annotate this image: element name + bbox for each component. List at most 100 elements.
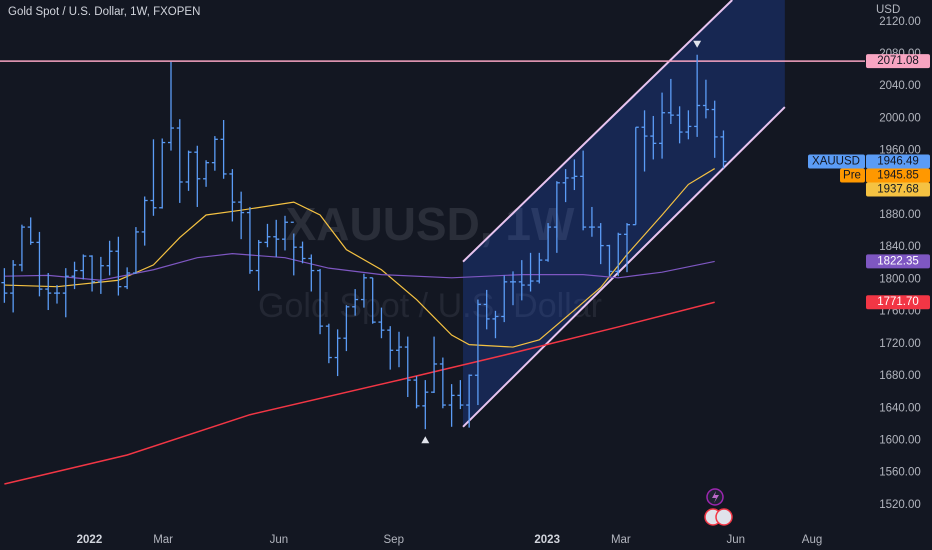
ohlc-bar xyxy=(588,206,595,237)
y-tick-label: 2000.00 xyxy=(879,112,921,124)
high-marker xyxy=(693,40,702,48)
y-tick-label: 1680.00 xyxy=(879,370,921,382)
ohlc-bar xyxy=(290,221,297,276)
ohlc-bar xyxy=(404,336,411,397)
ohlc-bar xyxy=(124,267,131,290)
ohlc-bar xyxy=(597,223,604,265)
ohlc-bar xyxy=(203,160,210,187)
price-label-text: 1771.70 xyxy=(877,296,919,308)
ohlc-bar xyxy=(89,255,96,292)
ohlc-bar xyxy=(536,252,543,284)
price-label-text: 1822.35 xyxy=(877,255,919,267)
ohlc-bar xyxy=(185,150,192,191)
ohlc-bar xyxy=(606,244,613,277)
bottom-icons[interactable] xyxy=(704,488,733,526)
ohlc-bar xyxy=(545,223,552,262)
y-tick-label: 1520.00 xyxy=(879,499,921,511)
ohlc-bar xyxy=(220,119,227,179)
ohlc-bar xyxy=(176,119,183,203)
ohlc-bar xyxy=(518,260,525,301)
ohlc-bar xyxy=(632,126,639,226)
ohlc-bar xyxy=(466,374,473,428)
ohlc-bar xyxy=(369,277,376,324)
price-label-name: Pre xyxy=(843,169,861,181)
x-tick-label: Mar xyxy=(153,534,173,546)
ohlc-bar xyxy=(667,78,674,125)
ohlc-bar xyxy=(325,323,332,364)
price-label-name: XAUUSD xyxy=(812,155,860,167)
ma-line xyxy=(4,301,715,485)
ohlc-bar xyxy=(694,54,701,137)
ohlc-bar xyxy=(396,331,402,368)
ohlc-bar xyxy=(562,169,569,203)
ohlc-bar xyxy=(483,289,490,330)
ohlc-bar xyxy=(553,181,560,253)
ohlc-bar xyxy=(62,268,69,318)
plot-area xyxy=(0,0,865,485)
flag-icon[interactable] xyxy=(715,508,733,526)
watermark-symbol: XAUUSD, 1W xyxy=(286,198,575,250)
ohlc-bar xyxy=(27,217,34,245)
price-label-box xyxy=(866,295,930,310)
ohlc-bar xyxy=(352,289,359,316)
x-tick-label: Sep xyxy=(384,534,404,546)
low-marker xyxy=(421,436,430,444)
price-label: 2071.08 xyxy=(866,54,930,69)
x-tick-label: 2023 xyxy=(534,534,560,546)
ohlc-bar xyxy=(264,223,271,248)
price-label: 1822.35 xyxy=(866,254,930,269)
ohlc-bar xyxy=(36,231,43,297)
ohlc-bar xyxy=(580,150,587,231)
ohlc-bar xyxy=(615,232,622,277)
price-label-name-box xyxy=(808,154,865,169)
ohlc-bar xyxy=(168,62,174,151)
x-tick-label: Jun xyxy=(726,534,745,546)
price-label-text: 1946.49 xyxy=(877,155,919,167)
y-tick-label: 1800.00 xyxy=(879,273,921,285)
y-tick-label: 2120.00 xyxy=(879,16,921,28)
ohlc-bar xyxy=(132,227,139,274)
y-tick-label: 1880.00 xyxy=(879,209,921,221)
ohlc-bar xyxy=(702,79,709,119)
ohlc-bar xyxy=(282,215,288,251)
x-tick-label: Aug xyxy=(802,534,822,546)
ohlc-bar xyxy=(378,307,385,339)
ohlc-bar xyxy=(571,159,578,191)
x-tick-label: 2022 xyxy=(77,534,103,546)
price-label-name-box xyxy=(840,168,865,183)
ohlc-bar xyxy=(343,305,350,352)
ohlc-bar xyxy=(1,268,8,303)
ohlc-bar xyxy=(360,273,367,308)
ohlc-bar xyxy=(650,115,657,160)
ohlc-bar xyxy=(527,252,534,292)
ohlc-bar xyxy=(431,336,438,393)
price-label-box xyxy=(866,254,930,269)
ohlc-bar xyxy=(71,261,78,290)
ohlc-bar xyxy=(80,254,87,280)
ohlc-bar xyxy=(439,357,446,409)
ohlc-bar xyxy=(246,206,253,274)
ohlc-bar xyxy=(448,384,455,427)
y-tick-label: 1640.00 xyxy=(879,402,921,414)
y-tick-label: 1720.00 xyxy=(879,338,921,350)
ohlc-bar xyxy=(54,285,60,304)
ohlc-bar xyxy=(641,110,648,172)
ohlc-bar xyxy=(334,329,341,377)
ohlc-bar xyxy=(273,219,280,257)
ohlc-bar xyxy=(422,380,429,430)
ohlc-bar xyxy=(115,236,122,296)
ohlc-bar xyxy=(624,223,630,273)
y-tick-label: 1600.00 xyxy=(879,435,921,447)
ohlc-bar xyxy=(685,110,692,140)
ohlc-bar xyxy=(97,256,104,294)
ohlc-bar xyxy=(255,239,262,291)
y-tick-label: 1960.00 xyxy=(879,145,921,157)
price-label: 1771.70 xyxy=(866,295,930,310)
x-tick-label: Jun xyxy=(270,534,289,546)
price-label-box xyxy=(866,182,930,197)
chart-title[interactable]: Gold Spot / U.S. Dollar, 1W, FXOPEN xyxy=(8,6,200,18)
price-label: 1945.85 Pre xyxy=(840,168,930,183)
y-tick-label: 1560.00 xyxy=(879,467,921,479)
ohlc-bar xyxy=(510,271,516,306)
